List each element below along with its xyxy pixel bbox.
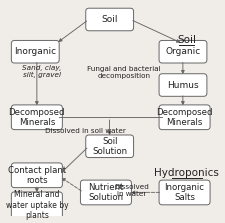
FancyBboxPatch shape bbox=[11, 105, 62, 130]
FancyBboxPatch shape bbox=[158, 180, 209, 205]
Text: Dissolved
in water: Dissolved in water bbox=[113, 184, 148, 197]
FancyBboxPatch shape bbox=[158, 105, 209, 130]
Text: Dissolved in soil water: Dissolved in soil water bbox=[45, 128, 126, 134]
Text: Hydroponics: Hydroponics bbox=[154, 168, 218, 178]
Text: Mineral and
water uptake by
plants: Mineral and water uptake by plants bbox=[6, 190, 68, 220]
Text: Fungal and bacterial
decomposition: Fungal and bacterial decomposition bbox=[87, 66, 160, 78]
FancyBboxPatch shape bbox=[85, 135, 133, 157]
FancyBboxPatch shape bbox=[158, 40, 206, 63]
FancyBboxPatch shape bbox=[80, 180, 131, 205]
Text: Decomposed
Minerals: Decomposed Minerals bbox=[9, 107, 65, 127]
Text: Inorganic: Inorganic bbox=[14, 47, 56, 56]
Text: Soil
Solution: Soil Solution bbox=[92, 136, 127, 156]
Text: Sand, clay,
silt, gravel: Sand, clay, silt, gravel bbox=[22, 65, 62, 78]
Text: Organic: Organic bbox=[165, 47, 200, 56]
Text: Nutrient
Solution: Nutrient Solution bbox=[88, 183, 123, 202]
FancyBboxPatch shape bbox=[11, 192, 62, 219]
Text: Soil: Soil bbox=[101, 15, 117, 24]
Text: Contact plant
roots: Contact plant roots bbox=[8, 165, 66, 185]
Text: Decomposed
Minerals: Decomposed Minerals bbox=[156, 107, 212, 127]
Text: Soil: Soil bbox=[176, 35, 195, 45]
Text: Inorganic
Salts: Inorganic Salts bbox=[164, 183, 204, 202]
FancyBboxPatch shape bbox=[158, 74, 206, 96]
FancyBboxPatch shape bbox=[11, 40, 59, 63]
Text: Humus: Humus bbox=[166, 81, 198, 89]
FancyBboxPatch shape bbox=[85, 8, 133, 31]
FancyBboxPatch shape bbox=[11, 163, 62, 188]
